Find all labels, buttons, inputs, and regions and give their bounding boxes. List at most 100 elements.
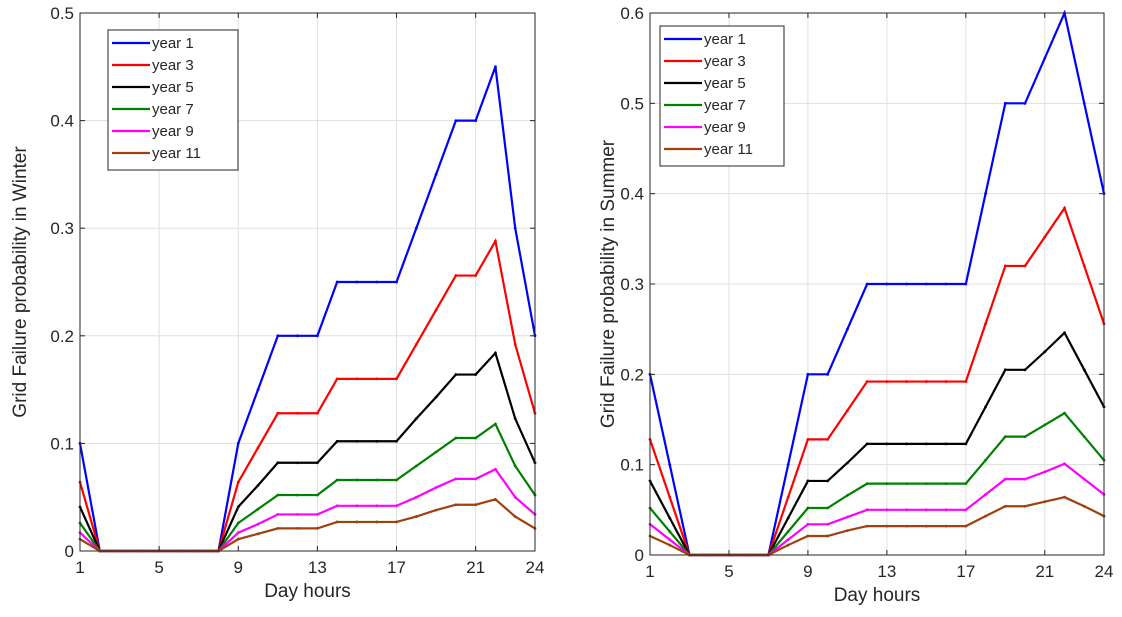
data-point [964,508,968,512]
data-point [276,334,280,338]
data-point [474,274,478,277]
x-tick-label: 5 [154,558,163,577]
data-point [355,520,359,524]
data-point [296,334,300,338]
data-point [395,478,398,482]
data-point [296,527,300,530]
data-point [355,504,359,508]
data-point [1082,477,1086,481]
data-point [434,173,438,176]
data-point [296,513,300,516]
data-point [454,274,458,277]
data-point [786,463,790,467]
data-point [296,461,300,465]
data-point [924,482,928,486]
data-point [865,508,869,512]
data-point [494,65,497,69]
y-tick-label: 0.4 [50,112,74,131]
x-tick-label: 13 [308,558,327,577]
legend-entry: year 11 [704,141,753,158]
data-point [434,450,438,454]
data-point [924,380,928,383]
data-point [296,411,300,415]
axes-box [79,12,536,552]
data-point [414,464,418,468]
data-point [984,458,987,462]
legend-entry: year 5 [152,79,194,96]
data-point [335,280,339,284]
data-point [1023,435,1027,439]
data-point [944,380,948,383]
data-point [1043,423,1047,427]
y-tick-label: 0.5 [620,94,644,113]
data-point [826,372,830,376]
data-point [474,119,478,122]
x-tick-label: 9 [234,558,243,577]
data-point [668,543,672,547]
data-point [668,495,672,499]
y-tick-label: 0.5 [50,4,74,23]
data-point [375,280,379,284]
data-point [355,377,359,381]
data-point [335,377,339,381]
data-point [924,508,928,512]
data-point [1003,504,1007,508]
data-point [335,504,339,508]
data-point [454,436,458,440]
data-point [1003,101,1007,105]
data-point [395,377,398,381]
legend: year 1 year 3 year 5 year 7 year 9 year 11 [659,25,785,167]
data-point [395,439,398,443]
data-point [513,515,517,518]
data-point [434,395,438,399]
data-point [454,477,458,481]
data-point [845,493,849,497]
data-point [256,522,260,526]
data-point [513,226,517,230]
x-tick-label: 13 [877,562,896,581]
x-tick-label: 1 [75,558,84,577]
data-point [944,524,948,528]
data-point [905,380,909,383]
data-point [513,417,517,421]
data-point [315,513,319,516]
data-point [786,530,790,533]
data-point [256,532,260,536]
data-point [964,282,968,286]
data-point [865,524,869,528]
data-point [276,527,280,530]
data-point [414,343,418,346]
legend-entry: year 9 [704,119,746,136]
data-point [845,529,849,533]
legend-entry: year 1 [152,35,194,52]
data-point [434,308,438,312]
data-point [668,530,672,533]
data-point [845,327,849,331]
data-point [335,520,339,524]
data-point [786,538,790,542]
data-point [865,380,869,383]
data-point [865,442,869,446]
data-point [513,343,517,346]
legend-entry: year 1 [704,31,746,48]
data-point [826,479,830,483]
data-point [845,409,849,412]
x-tick-label: 21 [1035,562,1054,581]
data-point [1023,264,1027,268]
data-point [494,351,497,355]
data-point [256,483,260,487]
y-tick-label: 0 [65,542,74,561]
data-point [375,439,379,443]
x-tick-label: 24 [1095,562,1114,581]
data-point [236,480,240,484]
data-point [256,507,260,511]
y-tick-label: 0 [635,546,644,565]
data-point [1003,368,1007,372]
data-point [845,515,849,519]
data-point [236,505,240,509]
data-point [414,495,418,499]
x-tick-label: 24 [526,558,545,577]
data-point [355,439,359,443]
data-point [395,520,398,524]
